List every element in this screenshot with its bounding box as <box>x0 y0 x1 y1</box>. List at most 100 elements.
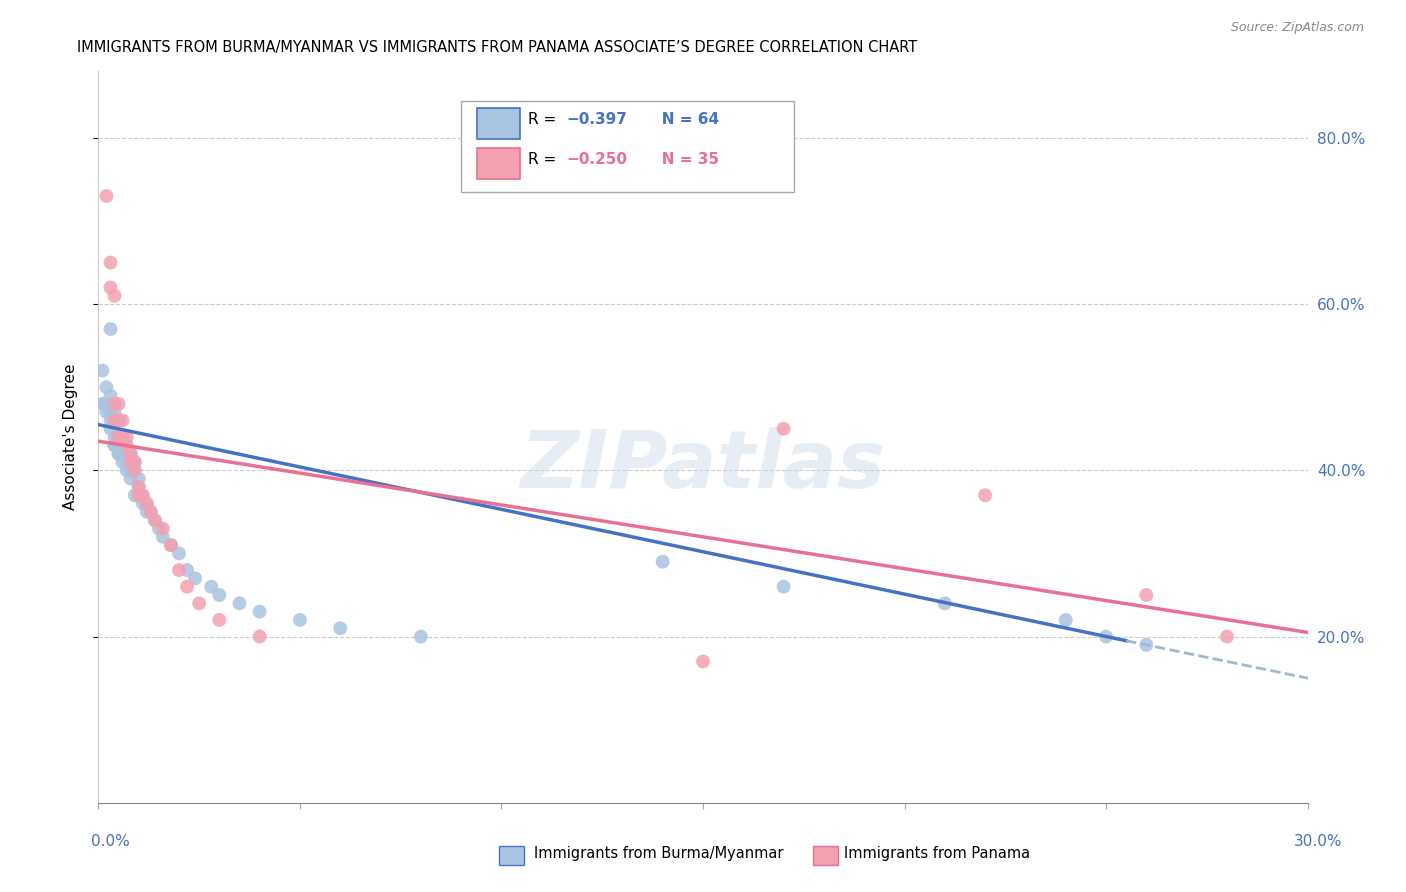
Point <box>167 563 190 577</box>
Text: ZIPatlas: ZIPatlas <box>520 427 886 506</box>
Point <box>111 430 134 444</box>
Text: 30.0%: 30.0% <box>1295 834 1343 848</box>
Point <box>124 463 146 477</box>
Point <box>115 438 138 452</box>
Point <box>772 580 794 594</box>
Point <box>115 430 138 444</box>
Point <box>329 621 352 635</box>
Point <box>167 546 190 560</box>
Text: IMMIGRANTS FROM BURMA/MYANMAR VS IMMIGRANTS FROM PANAMA ASSOCIATE’S DEGREE CORRE: IMMIGRANTS FROM BURMA/MYANMAR VS IMMIGRA… <box>77 40 918 55</box>
Point <box>111 430 134 444</box>
Point <box>1135 588 1157 602</box>
Point <box>249 605 271 619</box>
Point <box>115 447 138 461</box>
Point <box>103 430 125 444</box>
Point <box>148 521 170 535</box>
Point <box>115 463 138 477</box>
Point <box>188 596 211 610</box>
Point <box>143 513 166 527</box>
Point <box>96 397 118 411</box>
Point <box>135 505 157 519</box>
Point <box>1095 630 1118 644</box>
Point <box>124 488 146 502</box>
Point <box>120 455 142 469</box>
Point <box>111 447 134 461</box>
Point <box>288 613 311 627</box>
Point <box>184 571 207 585</box>
Point <box>1216 630 1239 644</box>
Point <box>111 455 134 469</box>
Point <box>120 447 142 461</box>
Point <box>208 588 231 602</box>
FancyBboxPatch shape <box>461 101 793 192</box>
Point <box>160 538 183 552</box>
Point <box>107 397 129 411</box>
FancyBboxPatch shape <box>477 148 520 179</box>
Text: R =: R = <box>527 153 561 168</box>
Point <box>128 472 150 486</box>
Point <box>208 613 231 627</box>
Point <box>103 413 125 427</box>
Point <box>974 488 997 502</box>
Point <box>103 289 125 303</box>
Point <box>1054 613 1077 627</box>
Point <box>103 397 125 411</box>
Text: −0.250: −0.250 <box>567 153 627 168</box>
Point <box>91 397 114 411</box>
Point <box>934 596 956 610</box>
Point <box>107 447 129 461</box>
Point <box>249 630 271 644</box>
Point <box>651 555 673 569</box>
Point <box>103 413 125 427</box>
Text: −0.397: −0.397 <box>567 112 627 127</box>
Text: Immigrants from Burma/Myanmar: Immigrants from Burma/Myanmar <box>534 847 783 861</box>
Point <box>128 488 150 502</box>
Point <box>96 189 118 203</box>
Point <box>120 463 142 477</box>
Y-axis label: Associate's Degree: Associate's Degree <box>63 364 77 510</box>
Point <box>120 455 142 469</box>
Point <box>152 521 174 535</box>
Text: N = 64: N = 64 <box>647 112 720 127</box>
Point <box>115 438 138 452</box>
Point <box>100 405 122 419</box>
Text: Source: ZipAtlas.com: Source: ZipAtlas.com <box>1230 21 1364 34</box>
Text: 0.0%: 0.0% <box>91 834 131 848</box>
Point <box>128 488 150 502</box>
Point <box>132 497 155 511</box>
Point <box>135 497 157 511</box>
Point <box>128 480 150 494</box>
Text: Immigrants from Panama: Immigrants from Panama <box>844 847 1029 861</box>
Point <box>96 380 118 394</box>
Point <box>100 422 122 436</box>
Point <box>124 455 146 469</box>
FancyBboxPatch shape <box>477 108 520 138</box>
Point <box>124 463 146 477</box>
Point <box>100 255 122 269</box>
Point <box>100 280 122 294</box>
Text: N = 35: N = 35 <box>647 153 720 168</box>
Point <box>103 405 125 419</box>
Point <box>107 413 129 427</box>
Point <box>160 538 183 552</box>
Point <box>1135 638 1157 652</box>
Point <box>120 447 142 461</box>
Point <box>111 438 134 452</box>
Point <box>120 472 142 486</box>
Point <box>107 430 129 444</box>
Point <box>107 413 129 427</box>
Point <box>135 497 157 511</box>
Point <box>111 413 134 427</box>
Point <box>103 438 125 452</box>
Text: R =: R = <box>527 112 561 127</box>
Point <box>409 630 432 644</box>
Point <box>139 505 162 519</box>
Point <box>100 413 122 427</box>
Point <box>139 505 162 519</box>
Point <box>107 438 129 452</box>
Point <box>152 530 174 544</box>
Point <box>96 405 118 419</box>
Point <box>107 430 129 444</box>
Point <box>772 422 794 436</box>
Point <box>103 438 125 452</box>
